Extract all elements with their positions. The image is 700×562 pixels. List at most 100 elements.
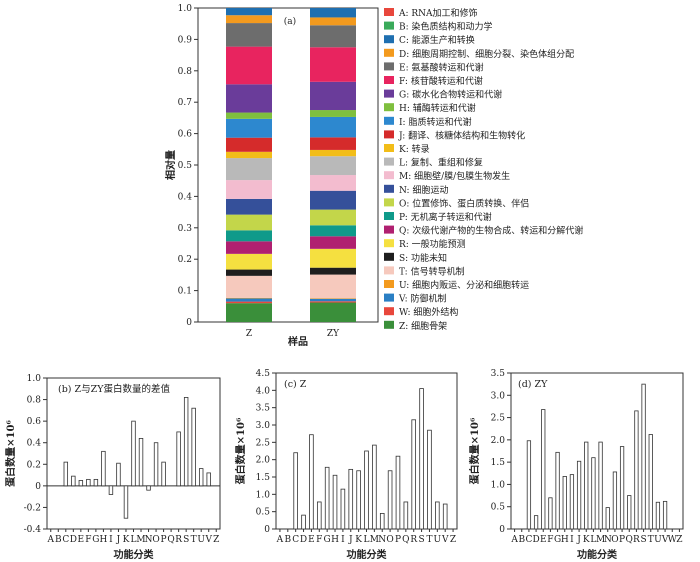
panel-d-bar-o (612, 471, 618, 530)
panel-b-ytick-label: 0.6 (27, 417, 42, 427)
panel-b-xtick-label: K (123, 535, 130, 545)
panel-c-ytick-label: 2.0 (256, 456, 271, 466)
panel-a-segment-g (310, 81, 356, 111)
legend-entry-w: W: 细胞外结构 (399, 306, 458, 318)
panel-c-bar-c (293, 452, 298, 530)
panel-d-bar-n (605, 507, 610, 530)
legend-entry-p: P: 无机离子转运和代谢 (399, 211, 492, 223)
panel-b-xtick-label: R (175, 535, 182, 545)
panel-c-ytick-label: 4.5 (256, 369, 271, 379)
panel-b-title: (b) Z与ZY蛋白数量的差值 (58, 383, 170, 395)
panel-c-xtick-label: E (308, 535, 315, 545)
panel-a-ytick-label: 0.6 (178, 130, 193, 140)
legend-entry-r: R: 一般功能预测 (399, 238, 466, 250)
panel-c-xtick-label: B (284, 535, 291, 545)
panel-d-xtick-label: L (590, 535, 596, 545)
panel-d-xtick-label: H (561, 535, 569, 545)
panel-d-ytick-label: 0 (499, 525, 505, 535)
panel-d-xtick-label: G (554, 535, 561, 545)
panel-a-segment-r (310, 248, 356, 268)
panel-d-ytick-label: 2.0 (491, 436, 506, 446)
panel-d-ytick-label: 1.0 (491, 480, 506, 490)
panel-b-bar-n (146, 485, 151, 491)
panel-c-bar-k (356, 470, 361, 530)
panel-c-xtick-label: V (441, 535, 449, 545)
panel-c-xtick-label: K (355, 535, 362, 545)
legend-entry-m: M: 细胞壁/膜/包膜生物发生 (399, 170, 510, 182)
panel-b-bar-j (116, 462, 121, 487)
panel-b-xtick-label: D (70, 535, 77, 545)
legend-swatch-p (384, 212, 394, 220)
legend-entry-t: T: 信号转导机制 (399, 265, 465, 277)
panel-d-xtick-label: Z (676, 535, 682, 545)
legend-swatch-b (384, 21, 394, 30)
panel-a-segment-l (226, 158, 272, 181)
panel-b-bar-m (138, 437, 144, 487)
legend-entry-d: D: 细胞周期控制、细胞分裂、染色体组分配 (399, 48, 574, 60)
panel-a-segment-s (226, 269, 272, 276)
panel-a-segment-d (310, 17, 356, 26)
panel-a-segment-u (310, 298, 356, 299)
panel-c-xtick-label: P (395, 535, 401, 545)
panel-b-bar-o (153, 442, 159, 487)
panel-b-xtick-label: A (47, 535, 55, 545)
panel-b-bar-s (183, 397, 189, 487)
legend-swatch-s (384, 252, 394, 261)
panel-b-bar-t (191, 407, 196, 487)
panel-a-segment-q (226, 241, 272, 254)
panel-a-segment-h (226, 112, 272, 119)
panel-c-ytick-label: 4.0 (256, 386, 271, 396)
panel-d-xtick-label: I (570, 535, 574, 545)
panel-d-xlabel: 功能分类 (577, 548, 617, 561)
panel-a-ylabel: 相对量 (164, 150, 177, 180)
panel-c-bar-j (348, 468, 354, 530)
panel-c-ytick-label: 3.5 (256, 404, 271, 414)
legend-swatch-r (384, 239, 394, 248)
panel-a-segment-n (310, 190, 356, 210)
legend-swatch-i (384, 116, 394, 125)
panel-a-segment-z (310, 302, 356, 322)
panel-c-xtick-label: N (378, 535, 386, 545)
panel-d-xtick-label: U (654, 535, 662, 545)
panel-d-bar-d (533, 515, 539, 530)
panel-c-bar-f (316, 501, 322, 530)
panel-a-ytick-label: 0.5 (178, 161, 193, 171)
panel-a-segment-v (226, 298, 272, 302)
panel-d-bar-q (627, 495, 632, 530)
panel-d-xtick-label: T (648, 535, 654, 545)
panel-d-bar-s (641, 383, 646, 530)
panel-c-xlabel: 功能分类 (347, 548, 387, 561)
legend-entry-o: O: 位置修饰、蛋白质转换、伴侣 (399, 197, 529, 209)
panel-b-xtick-label: O (152, 535, 159, 545)
panel-a-xtick-label: Z (246, 329, 252, 339)
panel-c-bar-q (403, 501, 409, 530)
panel-a-segment-u (226, 297, 272, 299)
panel-c-xtick-label: D (300, 535, 307, 545)
panel-a-segment-f (310, 47, 356, 82)
panel-c-xtick-label: A (276, 535, 284, 545)
panel-c-bar-s (419, 388, 424, 530)
legend-entry-a: A: RNA加工和修饰 (398, 7, 478, 19)
panel-d-ytick-label: 0.5 (491, 503, 506, 513)
panel-b-bar-l (131, 420, 136, 487)
panel-c-title: (c) Z (284, 379, 307, 390)
panel-c-bar-e (309, 434, 314, 530)
panel-a-segment-l (310, 156, 356, 176)
panel-c-xtick-label: F (316, 535, 322, 545)
panel-c-bar-l (364, 450, 369, 530)
panel-c-bar-r (411, 419, 417, 530)
panel-c-bar-h (332, 474, 338, 530)
panel-b-xtick-label: H (99, 535, 107, 545)
panel-d-ytick-label: 3.5 (491, 369, 506, 379)
legend-swatch-a (384, 8, 394, 16)
panel-d-bar-r (634, 410, 639, 530)
panel-c-ytick-label: 0 (264, 525, 270, 535)
panel-a-ytick-label: 0.1 (178, 287, 192, 297)
panel-b-bar-d (71, 475, 76, 487)
panel-c-bar-i (340, 488, 346, 530)
panel-b-xtick-label: V (204, 535, 212, 545)
panel-a-ytick-label: 0.9 (178, 35, 193, 45)
panel-d-xtick-label: V (661, 535, 669, 545)
panel-d-xtick-label: E (540, 535, 547, 545)
panel-c-xtick-label: C (292, 535, 299, 545)
